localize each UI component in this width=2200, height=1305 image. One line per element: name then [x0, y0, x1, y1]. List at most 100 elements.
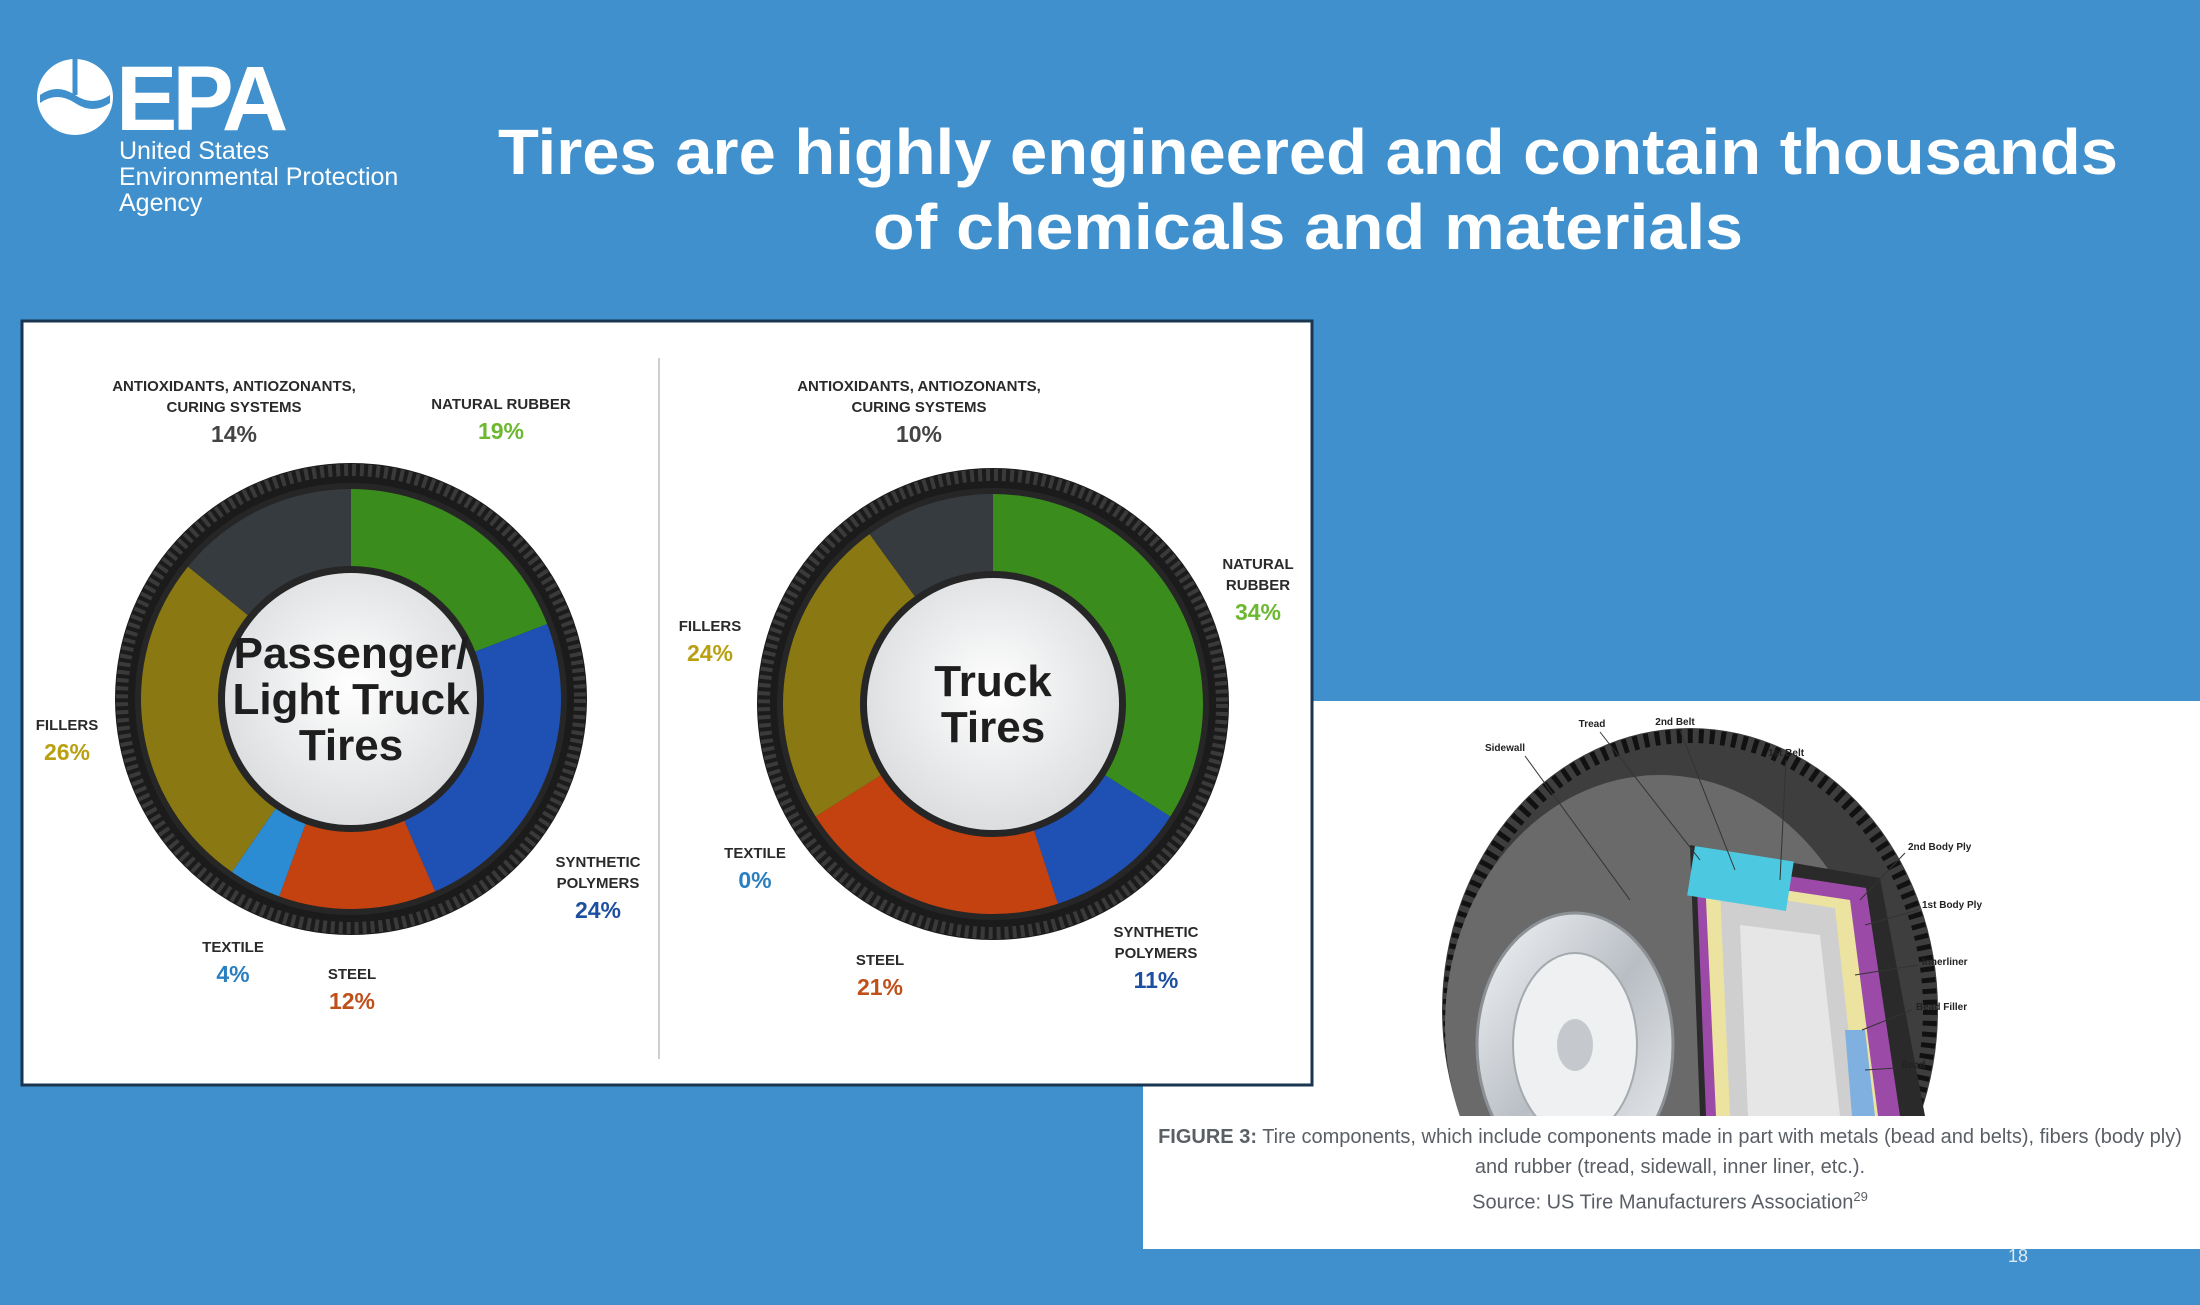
component-label: Bead	[1901, 1060, 1925, 1071]
component-label: Innerliner	[1922, 957, 1968, 968]
figure-leaders	[1524, 729, 1919, 1071]
donut-segment	[993, 494, 1203, 817]
caption-source: Source: US Tire Manufacturers Associatio…	[1472, 1191, 1854, 1214]
leader	[1859, 852, 1906, 901]
segment-label: ANTIOXIDANTS, ANTIOZONANTS, CURING SYSTE…	[89, 376, 379, 448]
category-name: SYNTHETIC POLYMERS	[555, 854, 641, 892]
category-name: FILLERS	[35, 717, 99, 734]
category-name: NATURAL RUBBER	[1222, 556, 1294, 594]
agency-name: Agency	[119, 189, 203, 217]
value-label: 19%	[477, 418, 525, 444]
segment-label: NATURAL RUBBER 19%	[401, 394, 601, 445]
page-number: 18	[2008, 1246, 2028, 1266]
hub	[867, 578, 1119, 830]
epa-emblem	[37, 59, 113, 135]
tire-tread	[758, 469, 1228, 939]
component-label: 2nd Belt	[1655, 717, 1695, 728]
category-name: ANTIOXIDANTS, ANTIOZONANTS, CURING SYSTE…	[112, 378, 356, 416]
center-label: Tires	[941, 703, 1045, 752]
leader	[1864, 1067, 1898, 1071]
emblem-wave	[40, 89, 110, 109]
agency-name: Environmental Protection	[119, 163, 398, 191]
segment-label: STEEL 12%	[302, 964, 402, 1015]
category-name: NATURAL RUBBER	[431, 396, 571, 413]
component-label: 2nd Body Ply	[1908, 842, 1972, 853]
donut-segment	[783, 534, 915, 817]
component-label: Bead Filler	[1916, 1002, 1967, 1013]
leader	[1779, 759, 1787, 881]
segment-label: ANTIOXIDANTS, ANTIOZONANTS, CURING SYSTE…	[774, 376, 1064, 448]
segment-label: STEEL 21%	[830, 950, 930, 1001]
component-label: Tread	[1579, 719, 1606, 730]
segment-label: TEXTILE 4%	[183, 937, 283, 988]
slide-title: Tires are highly engineered and contain …	[498, 116, 2118, 188]
value-label: 10%	[895, 421, 943, 447]
donut-segment	[140, 566, 276, 872]
value-label: 11%	[1133, 967, 1179, 993]
tire-illustration	[1442, 728, 1938, 1116]
value-label: 24%	[686, 640, 734, 666]
bead	[1845, 1030, 1875, 1116]
hub	[225, 573, 477, 825]
segment-label: TEXTILE 0%	[705, 843, 805, 894]
source-note: 29	[1853, 1189, 1868, 1204]
component-label: Sidewall	[1485, 743, 1525, 754]
donut-segment	[279, 820, 436, 909]
donut-segment	[351, 489, 548, 652]
caption-text: Tire components, which include component…	[1262, 1126, 2182, 1178]
value-label: 34%	[1234, 599, 1282, 625]
value-label: 14%	[210, 421, 258, 447]
belt-block	[1687, 846, 1794, 912]
donut-segment	[1034, 775, 1171, 904]
segment-label: FILLERS 26%	[17, 715, 117, 766]
caption-label: FIGURE 3:	[1158, 1126, 1257, 1148]
value-label: 4%	[216, 961, 250, 987]
leader	[1524, 755, 1631, 901]
value-label: 24%	[574, 897, 622, 923]
figure-caption: FIGURE 3: Tire components, which include…	[1150, 1122, 2190, 1218]
donut-segment	[188, 489, 351, 616]
category-name: STEEL	[327, 966, 377, 983]
center-label: Light Truck	[232, 675, 470, 724]
value-label: 0%	[738, 867, 772, 893]
slide-title: of chemicals and materials	[873, 191, 1743, 263]
value-label: 26%	[43, 739, 91, 765]
category-name: STEEL	[855, 952, 905, 969]
category-name: TEXTILE	[202, 939, 264, 956]
donut-segment	[815, 775, 1058, 915]
category-name: FILLERS	[678, 618, 742, 635]
component-label: 1st Body Ply	[1922, 900, 1982, 911]
value-label: 21%	[856, 974, 904, 1000]
leader	[1854, 964, 1919, 976]
center-label: Tires	[299, 721, 403, 770]
donut-segment	[404, 624, 561, 892]
tire-tread	[116, 464, 586, 934]
leader	[1861, 1009, 1913, 1031]
center-label: Truck	[934, 657, 1052, 706]
category-name: TEXTILE	[724, 845, 786, 862]
wheel-hub	[1557, 1019, 1593, 1071]
donut-segment	[869, 494, 993, 597]
category-name: ANTIOXIDANTS, ANTIOZONANTS, CURING SYSTE…	[797, 378, 1041, 416]
value-label: 12%	[328, 988, 376, 1014]
leader	[1599, 731, 1701, 861]
segment-label: SYNTHETIC POLYMERS 24%	[543, 852, 653, 924]
leader	[1864, 909, 1919, 926]
tire-interior	[1740, 925, 1840, 1116]
component-label: 1st Belt	[1768, 748, 1805, 759]
segment-label: FILLERS 24%	[660, 616, 760, 667]
agency-name: United States	[119, 137, 269, 165]
logo-text: EPA	[116, 48, 287, 150]
center-label: Passenger/	[234, 629, 469, 678]
donut-segment	[231, 808, 306, 897]
segment-label: SYNTHETIC POLYMERS 11%	[1101, 922, 1211, 994]
category-name: SYNTHETIC POLYMERS	[1113, 924, 1199, 962]
leader	[1679, 729, 1736, 871]
segment-label: NATURAL RUBBER 34%	[1208, 554, 1308, 626]
